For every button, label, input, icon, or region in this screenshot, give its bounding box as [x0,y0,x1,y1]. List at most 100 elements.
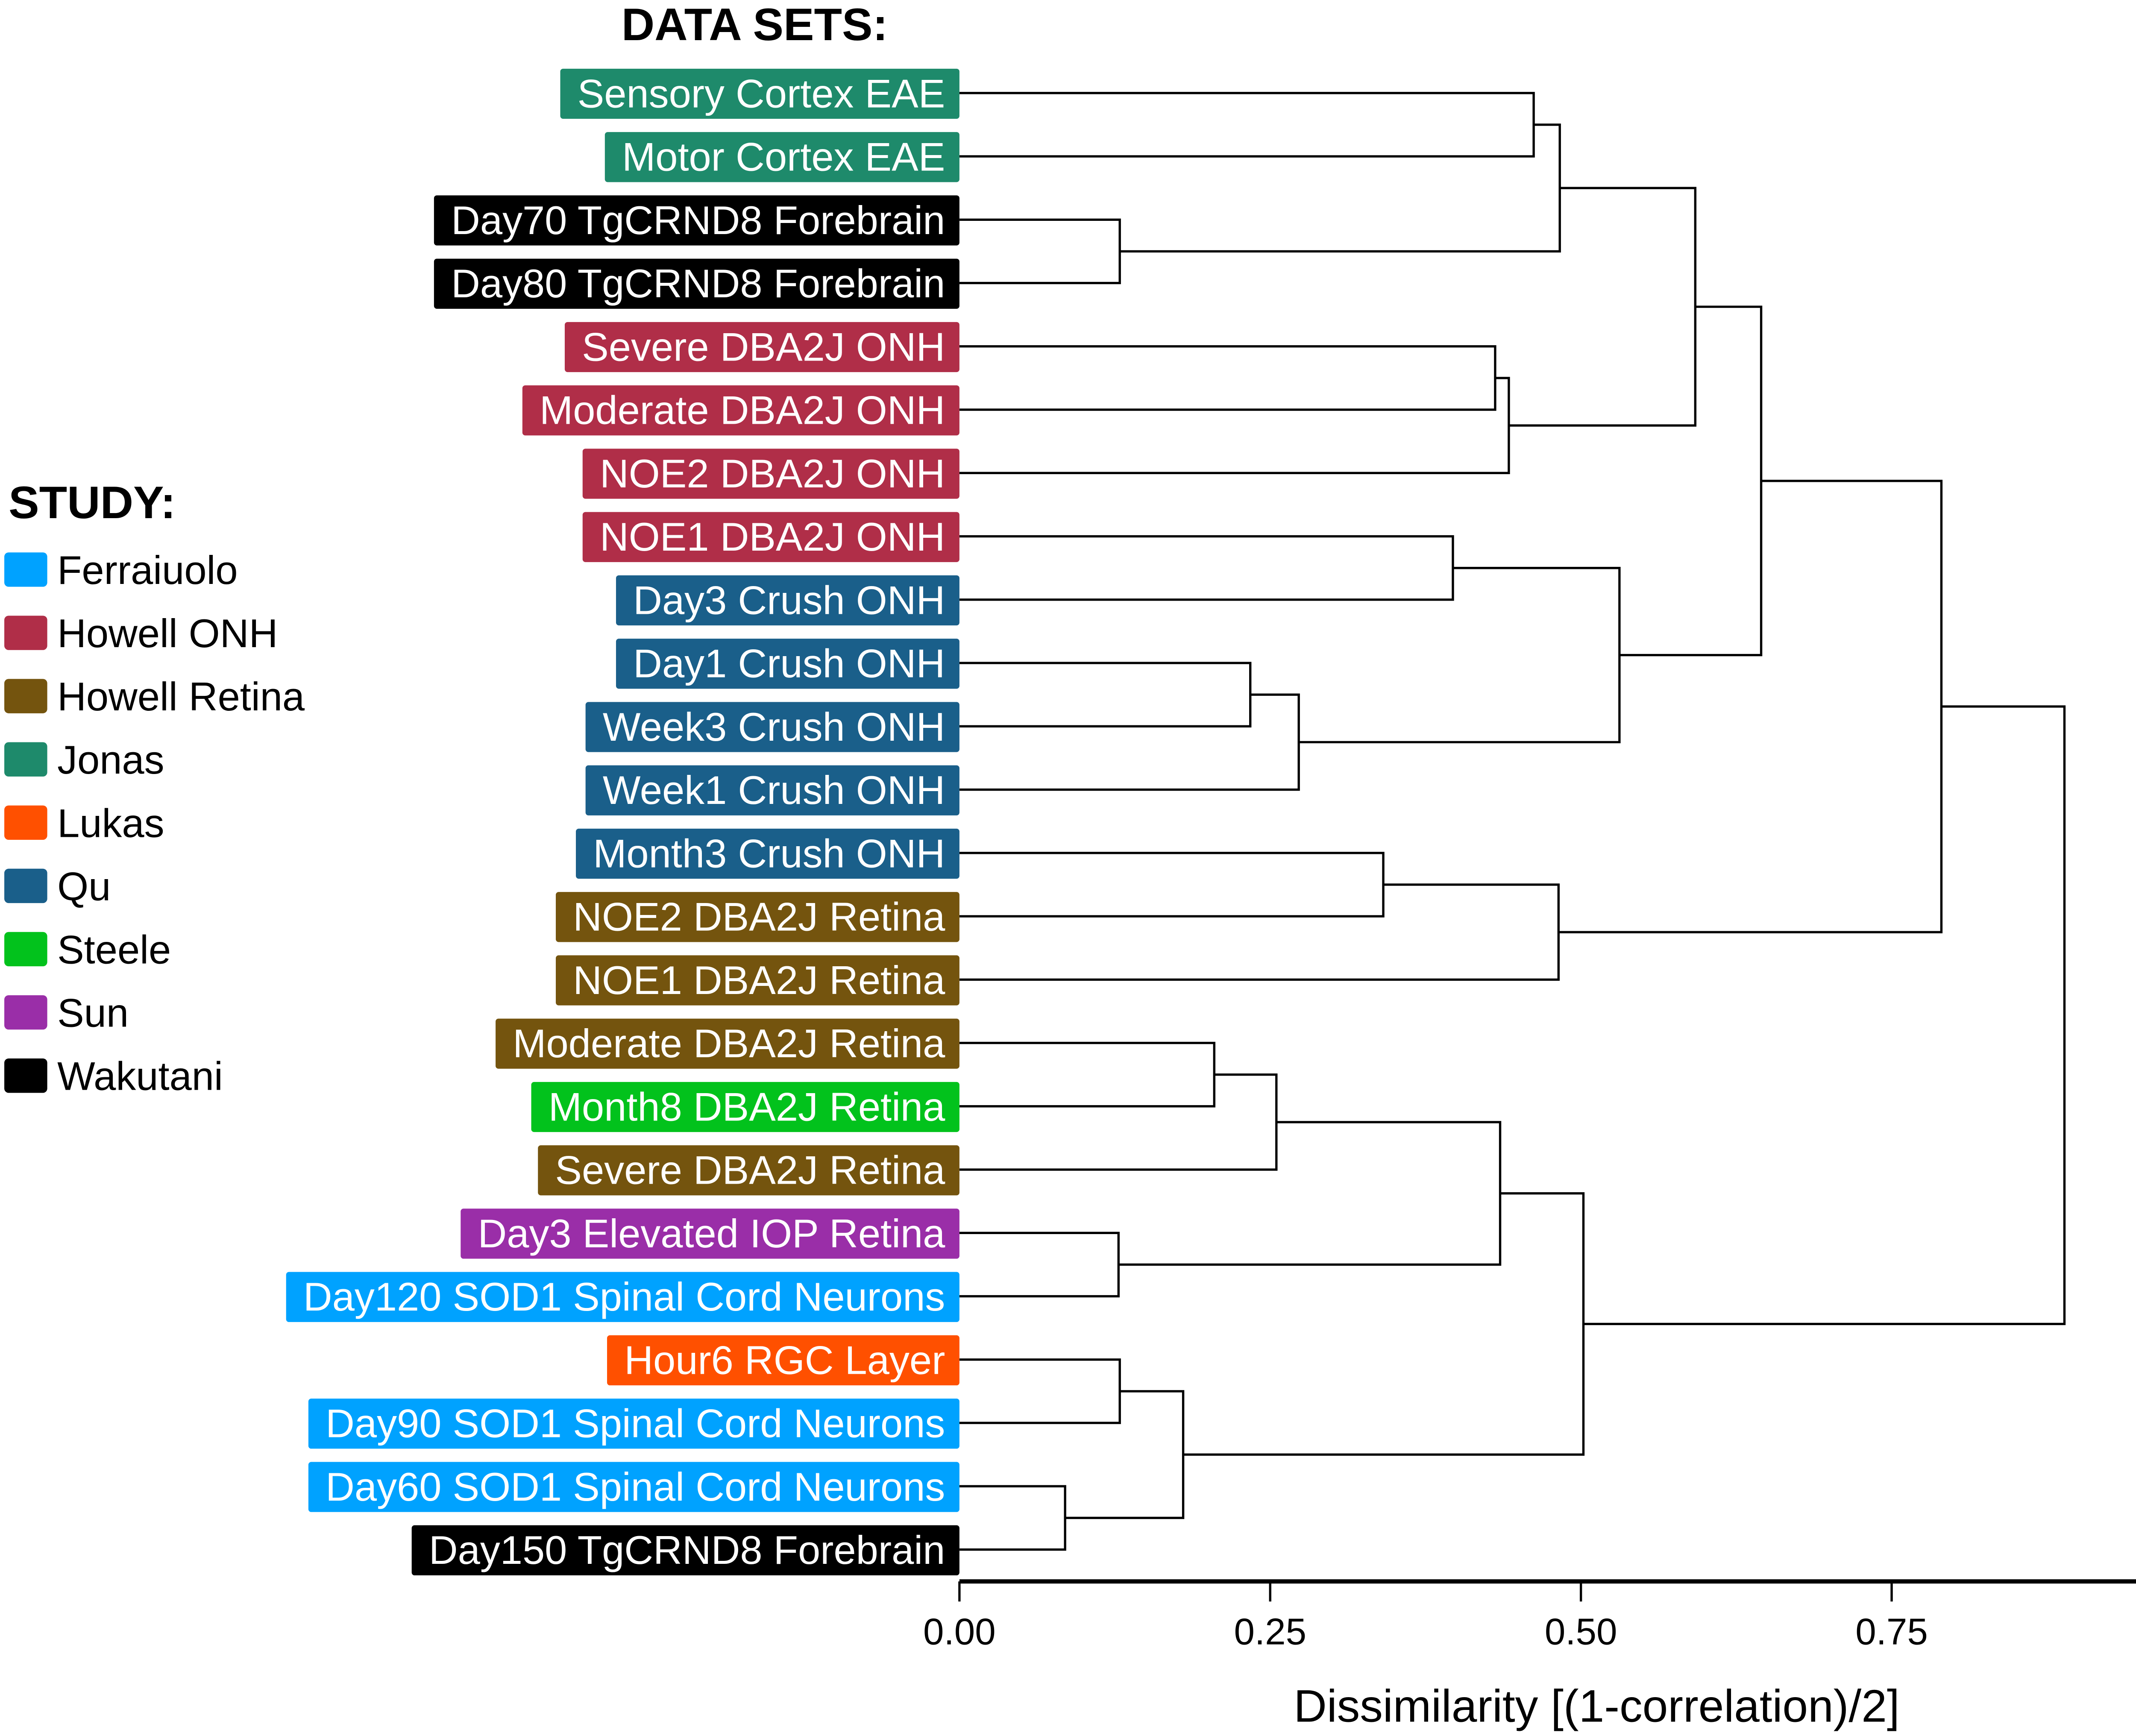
dendrogram-merge-m5 [959,377,1510,474]
leaf-label: Day70 TgCRND8 Forebrain [434,195,959,246]
dendrogram-merge-m14 [1558,480,1943,933]
leaf-label-text: Week1 Crush ONH [603,768,945,812]
dendrogram-merge-m11 [1619,305,1763,657]
leaf-label-text: Day3 Crush ONH [633,578,945,622]
legend-label: Howell ONH [57,611,278,656]
leaf-label: Sensory Cortex EAE [560,68,959,119]
dendrogram-merge-m3 [1120,123,1561,253]
leaf-label-box [556,955,959,1006]
leaf-label: Day1 Crush ONH [616,639,959,689]
leaf-label-text: Day80 TgCRND8 Forebrain [451,261,945,306]
leaf-label-box [522,385,959,436]
leaf-label: Day80 TgCRND8 Forebrain [434,258,959,309]
leaf-label: Day3 Elevated IOP Retina [461,1208,959,1259]
legend-swatch [4,616,47,650]
leaf-label-box [604,132,959,182]
legend-item: Wakutani [4,1054,223,1099]
leaf-label-box [585,702,959,752]
chart-title: DATA SETS: [622,0,888,50]
leaf-label-text: Severe DBA2J Retina [555,1148,945,1193]
leaf-label-box [434,195,959,246]
leaf-label-box [434,258,959,309]
leaf-label-box [496,1018,959,1069]
dendrogram-merge-m21 [1065,1390,1185,1519]
legend-label: Steele [57,927,171,972]
leaf-label-box [564,322,959,372]
leaf-label: Moderate DBA2J Retina [496,1018,959,1069]
leaf-label: Month8 DBA2J Retina [531,1082,959,1132]
leaf-label-box [616,575,959,626]
dendrogram-merge-m8 [959,662,1252,727]
dendrogram-branches [959,92,2066,1551]
legend-item: Qu [4,864,111,909]
leaf-label: Hour6 RGC Layer [607,1335,959,1386]
leaf-label-box [616,639,959,689]
leaf-label: Severe DBA2J Retina [538,1145,959,1196]
dendrogram-merge-m2 [959,218,1121,284]
dendrogram-merge-m1 [959,92,1535,158]
leaf-label-box [576,828,959,879]
leaf-label-text: NOE2 DBA2J Retina [573,894,945,939]
x-tick-label: 0.25 [1234,1611,1306,1653]
leaf-label-text: Month3 Crush ONH [593,831,945,876]
legend-swatch [4,679,47,713]
leaf-label-text: Moderate DBA2J Retina [513,1021,945,1066]
leaf-label: Week1 Crush ONH [585,765,959,815]
leaf-label-text: Day70 TgCRND8 Forebrain [451,198,945,243]
leaf-label-box [607,1335,959,1386]
leaf-label-box [308,1462,959,1512]
leaf-label-text: Severe DBA2J ONH [582,324,945,369]
legend-label: Ferraiuolo [57,548,238,592]
legend-swatch [4,932,47,967]
dendrogram-merge-m10 [1299,566,1621,744]
leaf-label-box [308,1399,959,1449]
leaf-label-text: NOE1 DBA2J Retina [573,958,945,1003]
legend: STUDY: Ferraiuolo Howell ONH Howell Retina… [4,477,305,1099]
leaf-label: Motor Cortex EAE [604,132,959,182]
leaf-label-text: NOE1 DBA2J ONH [600,514,945,559]
legend-item: Jonas [4,737,164,782]
dendrogram-merge-m23 [1583,705,2066,1325]
legend-swatch [4,805,47,840]
legend-item: Lukas [4,801,164,845]
x-tick-label: 0.75 [1855,1611,1928,1653]
leaf-label-text: Sensory Cortex EAE [578,71,945,116]
legend-item: Howell Retina [4,674,305,719]
dendrogram-merge-m15 [959,1041,1216,1108]
leaf-label-box [461,1208,959,1259]
leaf-label: Day3 Crush ONH [616,575,959,626]
dendrogram-merge-m12 [959,852,1385,918]
leaf-label-box [582,512,959,562]
leaf-label: Day60 SOD1 Spinal Cord Neurons [308,1462,959,1512]
legend-label: Wakutani [57,1054,223,1099]
dendrogram-merge-m9 [959,693,1300,791]
leaf-label: Day120 SOD1 Spinal Cord Neurons [286,1272,959,1322]
leaf-label: NOE2 DBA2J Retina [556,892,959,942]
legend-swatch [4,742,47,777]
dendrogram-merge-m19 [959,1358,1121,1424]
leaf-labels: Sensory Cortex EAE Motor Cortex EAE Day70 … [286,68,959,1575]
dendrogram-merge-m7 [959,535,1454,601]
dendrogram-merge-m18 [1118,1121,1502,1266]
legend-item: Howell ONH [4,611,278,656]
dendrogram-merge-m16 [959,1073,1278,1171]
leaf-label-box [538,1145,959,1196]
legend-item: Steele [4,927,171,972]
legend-item: Sun [4,991,129,1035]
leaf-label-text: Day60 SOD1 Spinal Cord Neurons [326,1464,945,1509]
leaf-label-box [585,765,959,815]
leaf-label-text: Day90 SOD1 Spinal Cord Neurons [326,1401,945,1446]
leaf-label: Day90 SOD1 Spinal Cord Neurons [308,1399,959,1449]
leaf-label: Severe DBA2J ONH [564,322,959,372]
leaf-label-text: Motor Cortex EAE [622,135,945,179]
legend-swatch [4,868,47,903]
leaf-label-box [411,1525,959,1575]
dendrogram-merge-m4 [959,345,1496,411]
leaf-label-text: Day3 Elevated IOP Retina [478,1211,946,1256]
legend-label: Howell Retina [57,674,305,719]
legend-swatch [4,995,47,1030]
legend-items: Ferraiuolo Howell ONH Howell Retina Jonas Lu… [4,548,305,1099]
leaf-label-text: Hour6 RGC Layer [624,1337,945,1382]
leaf-label: Week3 Crush ONH [585,702,959,752]
leaf-label: NOE1 DBA2J Retina [556,955,959,1006]
